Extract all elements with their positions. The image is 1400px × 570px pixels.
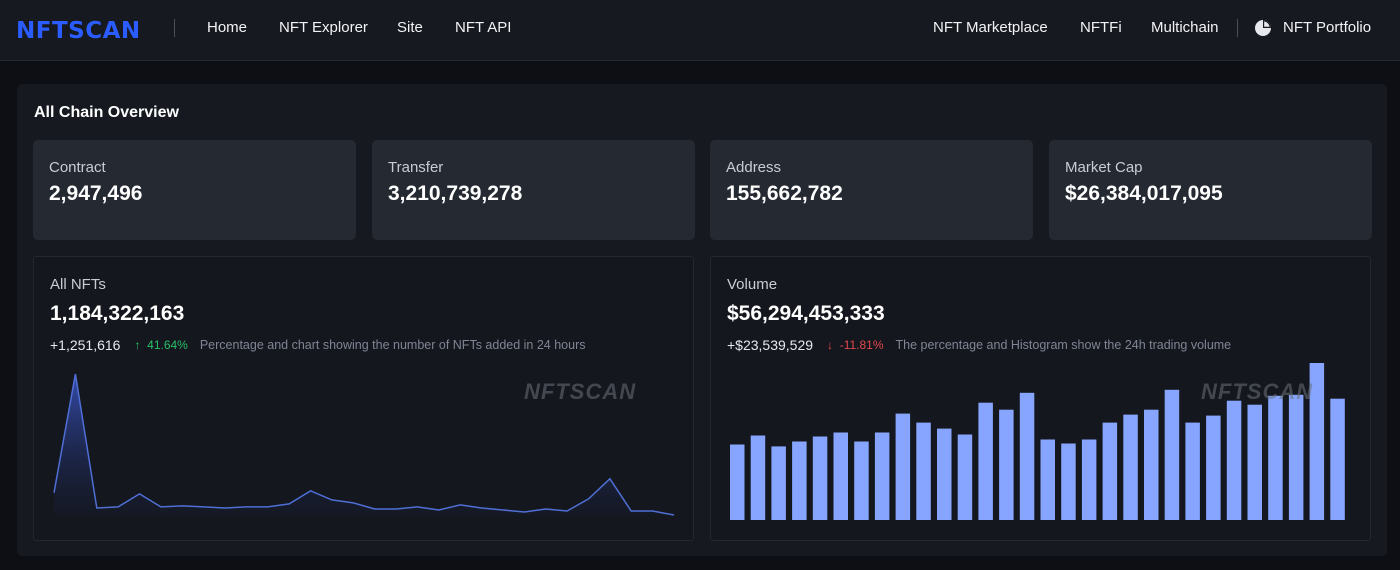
top-navigation-bar: NFTSCAN Home NFT Explorer Site NFT API N… <box>0 0 1400 61</box>
volume-bar[interactable] <box>874 432 890 521</box>
nftscan-watermark: NFTSCAN <box>1201 379 1314 404</box>
volume-bar[interactable] <box>1330 398 1345 520</box>
stat-label: Transfer <box>388 159 444 176</box>
volume-delta: ↓ -11.81% <box>827 338 883 352</box>
volume-bar[interactable] <box>1226 400 1242 520</box>
arrow-up-icon: ↑ <box>134 338 141 352</box>
volume-bar[interactable] <box>750 435 766 521</box>
nfts-change: +1,251,616 <box>50 337 121 353</box>
arrow-down-icon: ↓ <box>827 338 834 352</box>
nftscan-watermark: NFTSCAN <box>524 379 637 404</box>
volume-bar[interactable] <box>833 432 849 521</box>
nav-nft-portfolio[interactable]: NFT Portfolio <box>1283 19 1372 36</box>
volume-bar[interactable] <box>1309 363 1325 520</box>
volume-card: Volume $56,294,453,333 +$23,539,529 ↓ -1… <box>710 256 1371 541</box>
nav-nft-explorer[interactable]: NFT Explorer <box>279 19 368 36</box>
volume-label: Volume <box>727 276 778 293</box>
area-fill <box>54 374 674 515</box>
nfts-area-chart <box>53 373 675 516</box>
logo-mark: NFTSCAN <box>16 18 141 44</box>
nfts-label: All NFTs <box>50 276 106 293</box>
pie-chart-icon[interactable] <box>1254 19 1272 37</box>
nfts-change-row: +1,251,616 ↑ 41.64% Percentage and chart… <box>50 337 586 353</box>
volume-bar[interactable] <box>1206 415 1221 520</box>
all-nfts-card: All NFTs 1,184,322,163 +1,251,616 ↑ 41.6… <box>33 256 694 541</box>
nav-home[interactable]: Home <box>207 19 248 36</box>
volume-bar[interactable] <box>1144 409 1159 520</box>
panel-title: All Chain Overview <box>34 104 179 121</box>
volume-bar[interactable] <box>937 428 952 520</box>
logo-divider <box>174 19 175 37</box>
nfts-delta-value: 41.64% <box>147 338 188 352</box>
volume-bar[interactable] <box>1081 439 1097 521</box>
volume-bar-chart <box>730 363 1345 521</box>
volume-bar[interactable] <box>1164 389 1180 520</box>
nav-nft-marketplace[interactable]: NFT Marketplace <box>933 19 1048 36</box>
volume-bar[interactable] <box>1185 422 1200 520</box>
volume-bar[interactable] <box>999 409 1014 520</box>
stat-value: 155,662,782 <box>726 182 843 205</box>
volume-bar[interactable] <box>1102 422 1118 520</box>
volume-bar[interactable] <box>1019 392 1035 520</box>
volume-delta-value: -11.81% <box>839 338 884 352</box>
stat-value: 2,947,496 <box>49 182 143 205</box>
nfts-value: 1,184,322,163 <box>50 302 185 325</box>
nav-divider <box>1237 19 1238 37</box>
volume-bar[interactable] <box>1268 395 1283 520</box>
volume-bar[interactable] <box>1040 439 1056 521</box>
stat-label: Address <box>726 159 782 176</box>
nav-nftfi[interactable]: NFTFi <box>1080 19 1122 36</box>
nav-nft-api[interactable]: NFT API <box>455 19 512 36</box>
logo-text: NFTSCAN <box>16 18 141 44</box>
volume-bar[interactable] <box>1247 404 1263 520</box>
nav-site[interactable]: Site <box>397 19 423 36</box>
volume-bar[interactable] <box>1288 394 1304 520</box>
volume-bar[interactable] <box>1123 414 1138 520</box>
nfts-delta: ↑ 41.64% <box>134 338 187 352</box>
volume-bar[interactable] <box>792 441 807 521</box>
stat-value: $26,384,017,095 <box>1065 182 1223 205</box>
stat-value: 3,210,739,278 <box>388 182 523 205</box>
stat-card-address: Address 155,662,782 <box>710 140 1033 240</box>
nfts-description: Percentage and chart showing the number … <box>199 338 586 352</box>
series-line <box>53 373 675 516</box>
volume-value: $56,294,453,333 <box>727 302 885 325</box>
volume-bar[interactable] <box>854 441 869 521</box>
volume-bar[interactable] <box>957 434 973 521</box>
stat-card-transfer: Transfer 3,210,739,278 <box>372 140 695 240</box>
volume-bar[interactable] <box>730 444 745 521</box>
volume-bar[interactable] <box>1061 443 1076 521</box>
volume-bar[interactable] <box>812 436 828 521</box>
volume-change-row: +$23,539,529 ↓ -11.81% The percentage an… <box>727 337 1231 353</box>
nav-multichain[interactable]: Multichain <box>1151 19 1219 36</box>
volume-bar[interactable] <box>771 446 786 520</box>
stat-label: Contract <box>49 159 106 176</box>
stat-card-market-cap: Market Cap $26,384,017,095 <box>1049 140 1372 240</box>
volume-description: The percentage and Histogram show the 24… <box>895 338 1232 352</box>
volume-bar[interactable] <box>916 422 931 520</box>
volume-bar[interactable] <box>978 402 993 520</box>
all-chain-overview-panel: All Chain Overview Contract 2,947,496 Tr… <box>17 84 1387 556</box>
volume-bar[interactable] <box>895 413 911 520</box>
volume-change: +$23,539,529 <box>727 337 814 353</box>
nftscan-logo[interactable]: NFTSCAN <box>16 14 146 44</box>
stat-label: Market Cap <box>1065 159 1143 176</box>
stat-card-contract: Contract 2,947,496 <box>33 140 356 240</box>
